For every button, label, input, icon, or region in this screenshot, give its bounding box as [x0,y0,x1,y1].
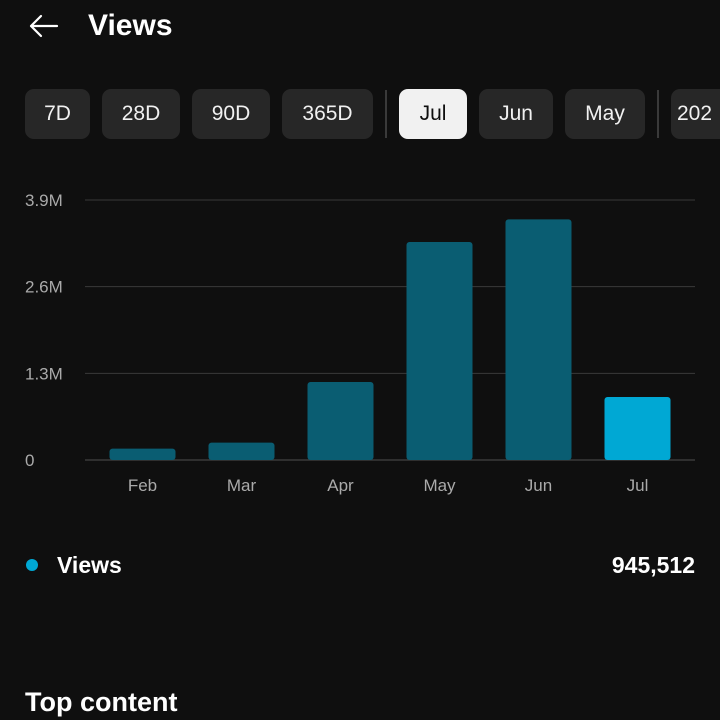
bar-jun[interactable] [505,219,572,460]
chip-divider [385,90,387,138]
x-tick-label: May [423,476,456,495]
header: Views [0,0,720,54]
legend-row: Views 945,512 [0,548,720,584]
top-content-title: Top content [25,687,178,717]
chip-year[interactable]: 202 [671,89,720,139]
legend-dot [26,559,38,571]
chip-jul[interactable]: Jul [399,89,467,139]
back-button[interactable] [26,8,66,44]
legend-value: 945,512 [611,552,695,578]
chip-28d[interactable]: 28D [102,89,180,139]
y-tick-label: 1.3M [25,364,63,383]
chip-jun[interactable]: Jun [479,89,553,139]
chip-365d[interactable]: 365D [282,89,373,139]
y-tick-label: 2.6M [25,278,63,297]
arrow-left-icon [29,14,59,38]
y-tick-label: 0 [25,451,34,470]
bar-jul[interactable] [604,396,671,460]
date-range-chips: 7D 28D 90D 365D Jul Jun May 202 [0,88,720,140]
x-tick-label: Jun [525,476,552,495]
x-tick-label: Feb [128,476,157,495]
chip-7d[interactable]: 7D [25,89,90,139]
x-tick-label: Jul [627,476,649,495]
views-bar-chart: 0 1.3M 2.6M 3.9M Feb Mar Apr May Jun Jul [0,180,720,510]
chip-divider [657,90,659,138]
chart-svg: 0 1.3M 2.6M 3.9M Feb Mar Apr May Jun Jul [25,191,695,495]
bar-mar[interactable] [208,442,275,460]
y-tick-label: 3.9M [25,191,63,210]
x-tick-label: Apr [327,476,354,495]
legend-label: Views [57,552,122,578]
chip-may[interactable]: May [565,89,645,139]
x-tick-label: Mar [227,476,257,495]
bar-feb[interactable] [109,448,176,460]
page-title: Views [88,9,173,42]
chip-90d[interactable]: 90D [192,89,270,139]
bar-may[interactable] [406,242,473,460]
bar-apr[interactable] [307,382,374,460]
